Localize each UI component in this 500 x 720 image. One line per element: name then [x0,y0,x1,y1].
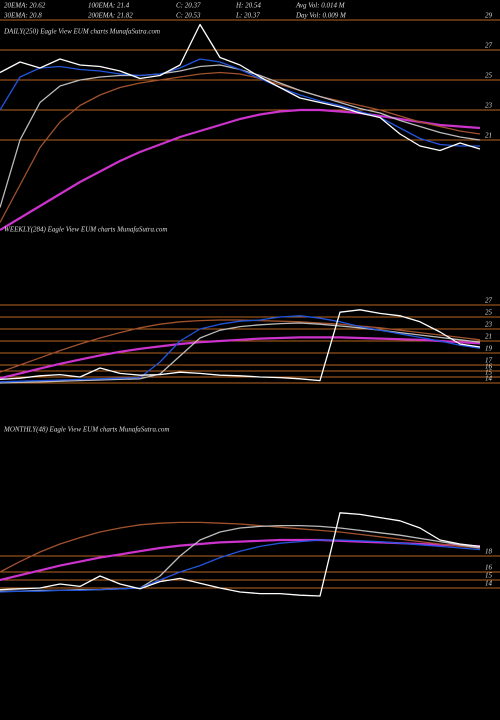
header-label: 30EMA: 20.8 [3,12,42,20]
y-tick-label: 27 [485,297,493,305]
y-tick-label: 25 [485,72,493,80]
y-tick-label: 25 [485,309,493,317]
y-tick-label: 17 [485,357,493,365]
series-line [0,336,481,380]
y-tick-label: 21 [485,333,492,341]
y-tick-label: 19 [485,345,493,353]
header-label: C: 20.37 [176,2,201,10]
y-tick-label: 14 [485,375,493,383]
y-tick-label: 14 [485,580,493,588]
series-line [0,538,481,582]
series-line [0,309,481,382]
y-tick-label: 23 [485,102,493,110]
y-tick-label: 29 [485,12,493,20]
header-label: C: 20.53 [176,12,201,20]
y-tick-label: 16 [485,564,493,572]
header-label: 20EMA: 20.62 [4,2,46,10]
y-tick-label: 15 [485,572,493,580]
series-line [0,315,481,383]
series-line [0,108,481,231]
panel-title: WEEKLY(284) Eagle View EUM charts Munafa… [4,226,167,234]
y-tick-label: 23 [485,321,493,329]
header-label: L: 20.37 [235,12,260,20]
series-line [0,23,481,152]
y-tick-label: 21 [485,132,492,140]
header-label: Day Vol: 0.009 M [295,12,347,20]
series-line [0,539,481,593]
panel-title: MONTHLY(48) Eagle View EUM charts Munafa… [3,426,169,434]
series-line [0,71,481,223]
series-line [0,521,481,573]
header-label: 100EMA: 21.4 [88,2,130,10]
series-line [0,322,481,384]
series-line [0,512,481,597]
series-line [0,524,481,592]
panel-title: DAILY(250) Eagle View EUM charts MunafaS… [3,28,160,36]
y-tick-label: 15 [485,369,493,377]
header-label: Avg Vol: 0.014 M [295,2,346,10]
series-line [0,319,481,373]
header-label: 200EMA: 21.82 [88,12,133,20]
y-tick-label: 16 [485,363,493,371]
y-tick-label: 18 [485,548,493,556]
y-tick-label: 27 [485,42,493,50]
header-label: H: 20.54 [235,2,261,10]
series-line [0,58,480,147]
